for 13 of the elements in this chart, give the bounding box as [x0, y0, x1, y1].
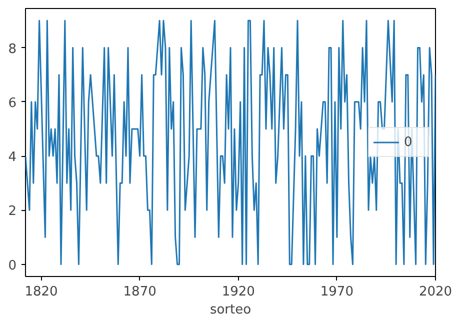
y-tick-label: 6 [8, 96, 17, 111]
x-axis-title: sorteo [210, 302, 252, 318]
x-tick-label: 1970 [320, 284, 354, 300]
y-tick-label: 2 [8, 204, 17, 220]
legend-label: 0 [404, 134, 414, 150]
y-tick-label: 0 [8, 258, 17, 274]
x-tick-label: 1870 [123, 284, 156, 300]
y-tick-label: 4 [8, 150, 17, 166]
x-tick-label: 2020 [418, 284, 452, 300]
y-tick-label: 8 [8, 42, 17, 57]
x-tick-label: 1820 [24, 284, 58, 300]
line-series [26, 20, 436, 266]
x-tick-label: 1920 [222, 284, 255, 300]
